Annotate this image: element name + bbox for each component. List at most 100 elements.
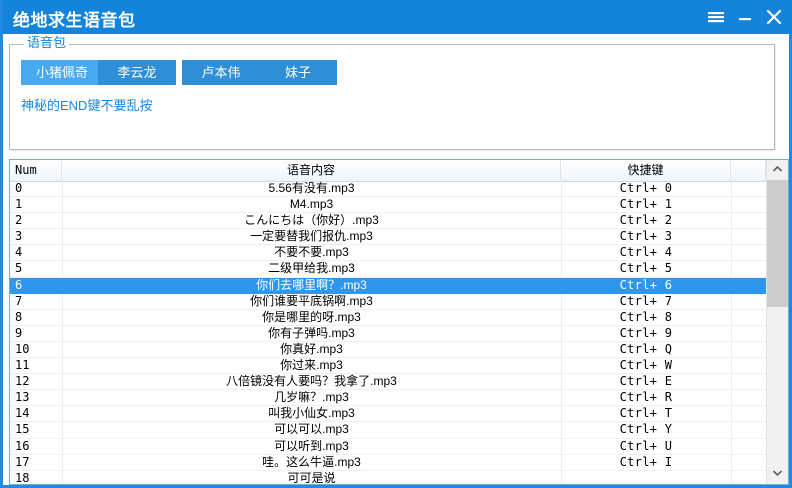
column-header-blank[interactable] — [731, 160, 766, 180]
cell-content: 可以可以.mp3 — [274, 422, 349, 437]
cell-content: 可以听到.mp3 — [274, 438, 349, 453]
cell-content: 八倍镜没有人要吗？我拿了.mp3 — [226, 374, 397, 389]
cell-shortcut: Ctrl+ 0 — [619, 181, 673, 195]
cell-content: 你真好.mp3 — [280, 341, 343, 356]
cell-shortcut — [561, 471, 731, 484]
table-row[interactable]: 7 你们谁要平底锅啊.mp3 Ctrl+ 7 — [10, 294, 766, 310]
column-header-key[interactable]: 快捷键 — [561, 160, 731, 180]
chevron-down-icon[interactable] — [767, 464, 788, 484]
cell-num: 6 — [15, 277, 23, 292]
cell-num: 3 — [15, 229, 23, 244]
table-row[interactable]: 3 一定要替我们报仇.mp3 Ctrl+ 3 — [10, 229, 766, 246]
cell-content: 叫我小仙女.mp3 — [268, 406, 355, 421]
cell-shortcut: Ctrl+ T — [619, 406, 673, 421]
voice-pack-button-1[interactable]: 李云龙 — [98, 60, 176, 85]
list-header: Num 语音内容 快捷键 — [10, 160, 788, 182]
cell-content: 几岁嘛？.mp3 — [274, 390, 349, 405]
column-divider-2 — [561, 181, 562, 484]
cell-content: 一定要替我们报仇.mp3 — [250, 229, 373, 244]
title-bar: 绝地求生语音包 — [3, 0, 792, 34]
table-row[interactable]: 11 你过来.mp3 Ctrl+ W — [10, 358, 766, 375]
table-row[interactable]: 5 二级甲给我.mp3 Ctrl+ 5 — [10, 261, 766, 278]
cell-shortcut: Ctrl+ R — [619, 390, 673, 405]
cell-num: 4 — [15, 245, 23, 260]
table-row[interactable]: 9 你有子弹吗.mp3 Ctrl+ 9 — [10, 326, 766, 342]
cell-shortcut: Ctrl+ W — [619, 358, 673, 373]
cell-content: 你过来.mp3 — [280, 358, 343, 373]
close-icon[interactable] — [761, 4, 787, 30]
column-header-content[interactable]: 语音内容 — [62, 160, 561, 180]
table-row[interactable]: 6 你们去哪里啊？.mp3 Ctrl+ 6 — [10, 277, 766, 294]
table-row[interactable]: 17 哇。这么牛逼.mp3 Ctrl+ I — [10, 455, 766, 471]
table-row[interactable]: 0 5.56有没有.mp3 Ctrl+ 0 — [10, 181, 766, 198]
voice-pack-groupbox: 语音包 小猪佩奇 李云龙 卢本伟 妹子 神秘的END键不要乱按 — [9, 35, 775, 150]
cell-shortcut: Ctrl+ 6 — [619, 277, 673, 292]
vertical-scrollbar[interactable] — [766, 160, 788, 484]
cell-num: 9 — [15, 325, 23, 340]
cell-num: 13 — [15, 390, 30, 405]
cell-content: 可可是说 — [287, 470, 336, 485]
cell-num: 5 — [15, 261, 23, 276]
minimize-icon[interactable] — [732, 4, 758, 30]
table-row[interactable]: 18 可可是说 — [10, 470, 766, 485]
cell-content: 你有子弹吗.mp3 — [268, 325, 355, 340]
cell-num: 1 — [15, 197, 23, 212]
cell-num: 16 — [15, 438, 30, 453]
cell-num: 15 — [15, 422, 30, 437]
groupbox-label: 语音包 — [24, 35, 70, 50]
cell-num: 17 — [15, 454, 30, 469]
cell-num: 0 — [15, 181, 23, 195]
table-row[interactable]: 2 こんにちは（你好）.mp3 Ctrl+ 2 — [10, 213, 766, 230]
voice-list: Num 语音内容 快捷键 0 5.56有没有.mp3 Ctrl+ 0 1 M4.mp3 C… — [9, 159, 789, 485]
cell-num: 14 — [15, 406, 30, 421]
voice-pack-button-0[interactable]: 小猪佩奇 — [21, 60, 103, 85]
chevron-up-icon[interactable] — [767, 160, 788, 180]
cell-content: 不要不要.mp3 — [274, 245, 349, 260]
table-row[interactable]: 15 可以可以.mp3 Ctrl+ Y — [10, 422, 766, 439]
cell-num: 12 — [15, 374, 30, 389]
scrollbar-thumb[interactable] — [767, 180, 788, 307]
table-row[interactable]: 10 你真好.mp3 Ctrl+ Q — [10, 341, 766, 359]
cell-shortcut: Ctrl+ Y — [619, 422, 673, 437]
table-row[interactable]: 4 不要不要.mp3 Ctrl+ 4 — [10, 245, 766, 262]
cell-shortcut: Ctrl+ 2 — [619, 213, 673, 228]
cell-shortcut: Ctrl+ E — [619, 374, 673, 389]
voice-pack-button-2[interactable]: 卢本伟 — [182, 60, 260, 85]
cell-content: 二级甲给我.mp3 — [268, 261, 355, 276]
cell-num: 10 — [15, 341, 30, 356]
window-title: 绝地求生语音包 — [13, 11, 136, 30]
cell-content: 你们谁要平底锅啊.mp3 — [250, 293, 373, 308]
table-row[interactable]: 12 八倍镜没有人要吗？我拿了.mp3 Ctrl+ E — [10, 374, 766, 391]
cell-num: 2 — [15, 213, 23, 228]
cell-shortcut: Ctrl+ 7 — [619, 293, 673, 308]
table-row[interactable]: 16 可以听到.mp3 Ctrl+ U — [10, 439, 766, 455]
column-header-num[interactable]: Num — [10, 160, 62, 180]
voice-pack-button-3[interactable]: 妹子 — [259, 60, 337, 85]
cell-content: 5.56有没有.mp3 — [268, 181, 355, 195]
cell-shortcut: Ctrl+ 1 — [619, 197, 673, 212]
list-rows-container: 0 5.56有没有.mp3 Ctrl+ 0 1 M4.mp3 Ctrl+ 1 2 こんにちは（… — [10, 181, 766, 485]
cell-num: 18 — [15, 470, 30, 485]
column-divider-3 — [731, 181, 732, 484]
cell-content: M4.mp3 — [289, 197, 334, 212]
table-row[interactable]: 13 几岁嘛？.mp3 Ctrl+ R — [10, 390, 766, 407]
cell-content: 你们去哪里啊？.mp3 — [256, 277, 367, 292]
table-row[interactable]: 8 你是哪里的呀.mp3 Ctrl+ 8 — [10, 310, 766, 326]
cell-shortcut: Ctrl+ 3 — [619, 229, 673, 244]
cell-num: 11 — [15, 358, 30, 373]
cell-num: 8 — [15, 309, 23, 324]
cell-shortcut: Ctrl+ I — [619, 454, 673, 469]
hint-text: 神秘的END键不要乱按 — [21, 98, 153, 113]
column-divider-1 — [62, 181, 63, 484]
hamburger-icon[interactable] — [703, 4, 729, 30]
cell-shortcut: Ctrl+ U — [619, 438, 673, 453]
cell-content: こんにちは（你好）.mp3 — [244, 213, 379, 228]
cell-shortcut: Ctrl+ 5 — [619, 261, 673, 276]
cell-shortcut: Ctrl+ 8 — [619, 309, 673, 324]
table-row[interactable]: 14 叫我小仙女.mp3 Ctrl+ T — [10, 406, 766, 423]
cell-shortcut: Ctrl+ Q — [619, 341, 673, 356]
table-row[interactable]: 1 M4.mp3 Ctrl+ 1 — [10, 197, 766, 214]
cell-num: 7 — [15, 293, 23, 308]
cell-shortcut: Ctrl+ 9 — [619, 325, 673, 340]
